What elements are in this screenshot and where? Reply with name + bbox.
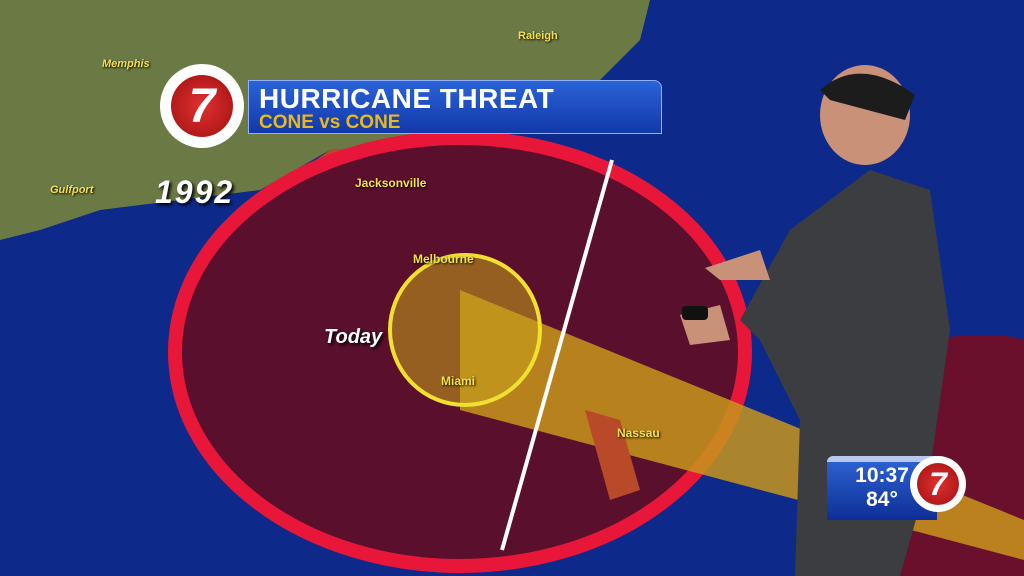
map-label-gulfport: Gulfport	[50, 184, 94, 196]
map-label-melbourne: Melbourne	[413, 252, 474, 266]
graphic-title: HURRICANE THREAT	[259, 83, 555, 114]
map-label-jacksonville: Jacksonville	[355, 176, 427, 190]
map-label-nassau: Nassau	[617, 426, 660, 440]
comparison-line	[500, 159, 614, 551]
temperature-readout: 84°	[866, 488, 898, 511]
year-label: 1992	[155, 174, 235, 210]
station-logo: 7	[160, 64, 244, 148]
map-label-miami: Miami	[441, 374, 476, 388]
title-banner: HURRICANE THREAT CONE vs CONE	[248, 80, 662, 134]
ticker-station-logo: 7	[910, 456, 966, 512]
graphic-subtitle: CONE vs CONE	[259, 112, 401, 133]
storm-circle	[388, 253, 542, 407]
clicker-remote	[682, 306, 708, 320]
map-label-memphis: Memphis	[102, 58, 150, 70]
today-label: Today	[324, 326, 383, 348]
map-label-raleigh: Raleigh	[518, 30, 558, 42]
time-readout: 10:37	[855, 464, 909, 487]
